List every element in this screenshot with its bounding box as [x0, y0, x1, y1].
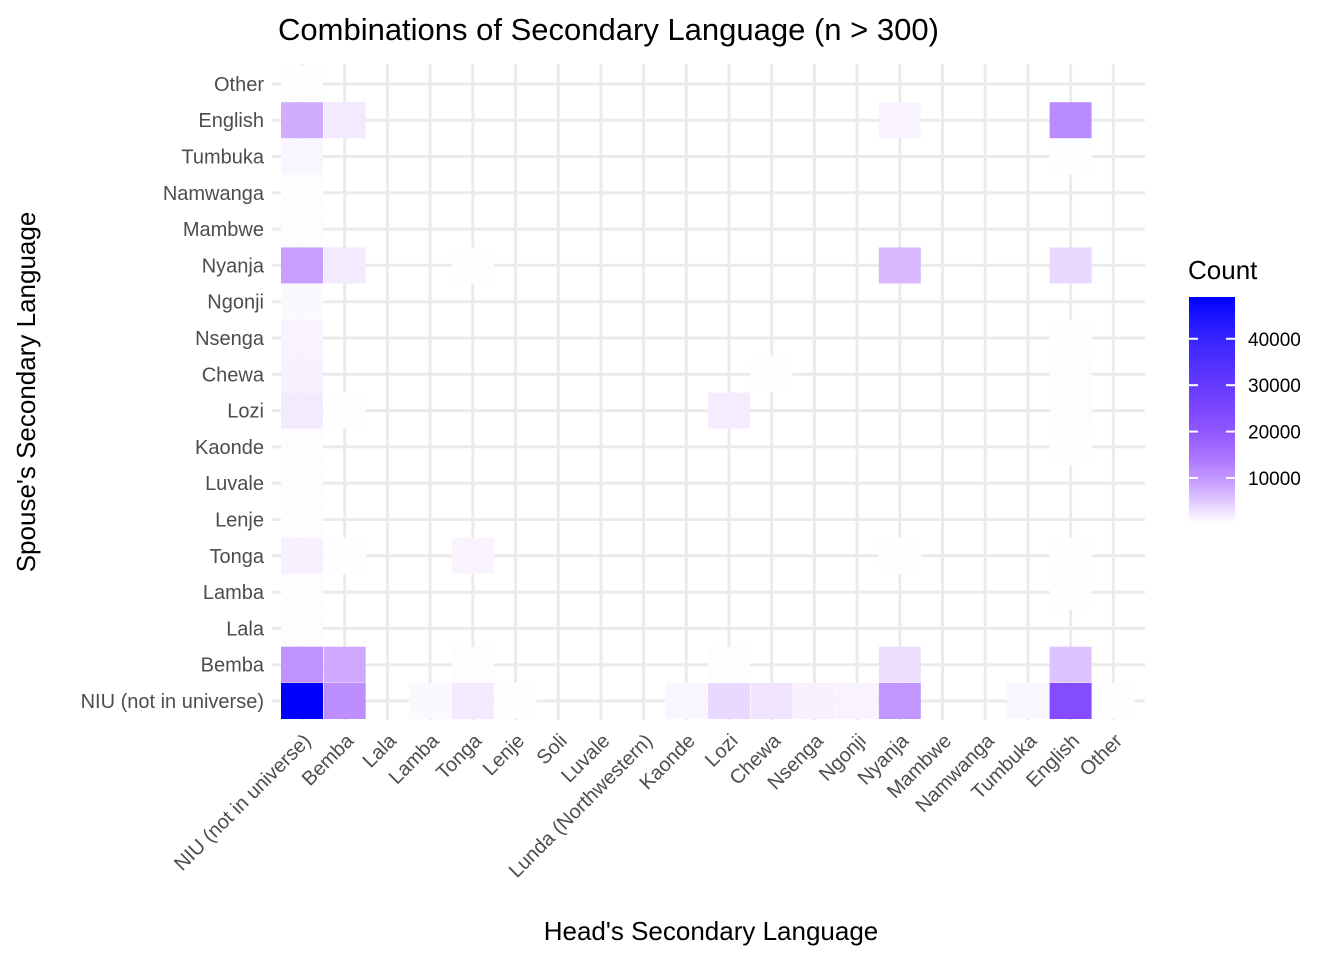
- y-tick-label: English: [198, 110, 264, 132]
- heatmap-cell: [323, 646, 366, 683]
- heatmap-cell: [878, 102, 921, 139]
- y-tick-label: Lamba: [203, 582, 265, 604]
- heatmap-cell: [281, 283, 323, 320]
- y-tick-label: NIU (not in universe): [81, 691, 264, 713]
- y-tick-label: Mambwe: [183, 219, 264, 241]
- heatmap-cell: [878, 537, 921, 574]
- heatmap-cell: [323, 247, 366, 284]
- x-tick-label: Other: [1076, 730, 1127, 781]
- x-tick-label: NIU (not in universe): [170, 730, 315, 875]
- heatmap-cell: [281, 501, 323, 538]
- heatmap-cell: [409, 683, 452, 719]
- y-tick-label: Lala: [226, 618, 265, 640]
- heatmap-cell: [1049, 356, 1092, 393]
- y-tick-label: Other: [214, 74, 264, 96]
- color-legend: Count 10000 20000 30000 40000: [1188, 255, 1301, 523]
- heatmap-cell: [1049, 102, 1092, 139]
- legend-tick-label: 20000: [1248, 423, 1301, 444]
- chart-title: Combinations of Secondary Language (n > …: [278, 12, 939, 47]
- heatmap-cell: [1049, 537, 1092, 574]
- heatmap-cell: [1049, 138, 1092, 175]
- y-axis-title: Spouse's Secondary Language: [11, 212, 41, 573]
- heatmap-cell: [708, 646, 750, 683]
- heatmap-cell: [281, 537, 323, 574]
- y-tick-label: Namwanga: [163, 183, 265, 205]
- legend-colorbar: [1189, 297, 1235, 523]
- heatmap-cell: [281, 138, 323, 175]
- y-tick-label: Tumbuka: [181, 147, 265, 169]
- heatmap-cell: [750, 683, 793, 719]
- y-tick-label: Chewa: [202, 364, 265, 386]
- y-tick-labels: NIU (not in universe) Bemba Lala Lamba Tonga…: [81, 74, 265, 713]
- heatmap-cell: [708, 392, 750, 429]
- heatmap-cell: [281, 65, 323, 102]
- x-tick-labels: NIU (not in universe)Bemba LalaLambaTonga…: [170, 729, 1127, 882]
- heatmap-cell: [708, 683, 750, 719]
- legend-tick-label: 30000: [1248, 376, 1301, 397]
- heatmap-cell: [323, 392, 366, 429]
- legend-tick-label: 10000: [1248, 469, 1301, 490]
- y-tick-label: Nyanja: [202, 255, 265, 277]
- legend-ticks: 10000 20000 30000 40000: [1189, 330, 1301, 490]
- y-tick-label: Bemba: [201, 655, 265, 677]
- heatmap-cell: [451, 683, 494, 719]
- heatmap-cell: [281, 428, 323, 465]
- y-tick-label: Kaonde: [195, 437, 264, 459]
- heatmap-cell: [281, 574, 323, 611]
- y-tick-label: Luvale: [205, 473, 264, 495]
- heatmap-cell: [750, 356, 793, 393]
- heatmap-cell: [1049, 428, 1092, 465]
- y-tick-label: Lozi: [227, 401, 264, 423]
- heatmap-cell: [281, 211, 323, 248]
- legend-tick-label: 40000: [1248, 330, 1301, 351]
- cell-layer: [281, 65, 1135, 719]
- heatmap-cell: [281, 247, 323, 284]
- heatmap-cell: [281, 320, 323, 356]
- heatmap-cell: [1049, 646, 1092, 683]
- heatmap-cell: [1049, 574, 1092, 611]
- grid-layer: [272, 64, 1145, 720]
- heatmap-cell: [281, 683, 323, 719]
- heatmap-cell: [323, 102, 366, 139]
- heatmap-cell: [281, 392, 323, 429]
- heatmap-cell: [281, 356, 323, 393]
- heatmap-cell: [836, 683, 879, 719]
- heatmap-cell: [1092, 683, 1135, 719]
- heatmap-cell: [451, 537, 494, 574]
- heatmap-cell: [323, 537, 366, 574]
- heatmap-cell: [494, 683, 537, 719]
- y-tick-label: Nsenga: [195, 328, 265, 350]
- heatmap-cell: [878, 683, 921, 719]
- heatmap-cell: [281, 646, 323, 683]
- heatmap-cell: [665, 683, 708, 719]
- heatmap-cell: [1049, 392, 1092, 429]
- heatmap-cell: [793, 683, 836, 719]
- x-tick-label: Lenje: [479, 730, 529, 780]
- legend-title: Count: [1188, 255, 1258, 285]
- x-tick-label: Lamba: [385, 729, 444, 788]
- heatmap-cell: [451, 646, 494, 683]
- heatmap-cell: [1006, 683, 1049, 719]
- heatmap-cell: [451, 247, 494, 284]
- heatmap-cell: [1049, 247, 1092, 284]
- heatmap-cell: [878, 247, 921, 284]
- heatmap-cell: [1049, 320, 1092, 356]
- x-tick-label: Tonga: [432, 729, 487, 784]
- y-tick-label: Lenje: [215, 510, 264, 532]
- x-axis-title: Head's Secondary Language: [544, 916, 879, 946]
- heatmap-cell: [281, 102, 323, 139]
- heatmap-cell: [281, 465, 323, 502]
- heatmap-cell: [1049, 683, 1092, 719]
- heatmap-cell: [323, 683, 366, 719]
- y-tick-label: Ngonji: [207, 292, 264, 314]
- heatmap-cell: [281, 610, 323, 647]
- heatmap-cell: [281, 174, 323, 211]
- heatmap-cell: [878, 646, 921, 683]
- y-tick-label: Tonga: [210, 546, 265, 568]
